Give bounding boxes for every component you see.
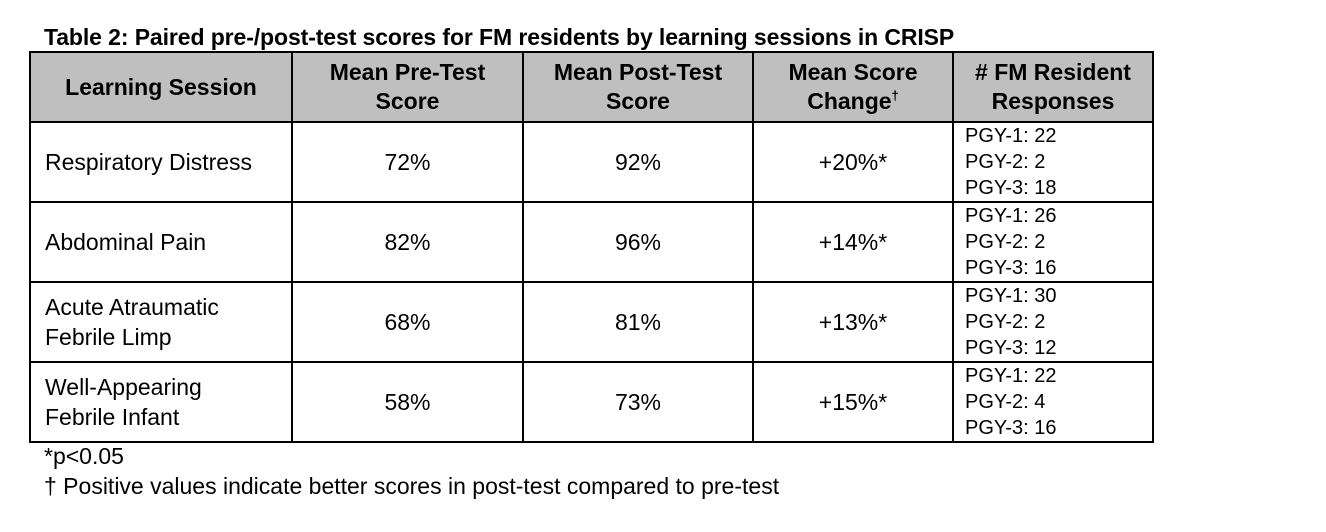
cell-fm-resident-responses: PGY-1: 26 PGY-2: 2 PGY-3: 16 — [952, 201, 1154, 283]
cell-mean-score-change: +20%* — [752, 121, 954, 203]
cell-learning-session: Abdominal Pain — [29, 201, 293, 283]
response-count: PGY-2: 4 — [965, 391, 1046, 413]
response-count: PGY-3: 18 — [965, 177, 1057, 199]
cell-mean-pre-test-score: 82% — [291, 201, 524, 283]
header-row: Learning Session Mean Pre-Test Score Mean… — [29, 51, 1154, 123]
cell-mean-pre-test-score: 72% — [291, 121, 524, 203]
cell-learning-session: Well-Appearing Febrile Infant — [29, 361, 293, 443]
table-row: Abdominal Pain 82% 96% +14%* PGY-1: 26 PGY-2:… — [29, 201, 1154, 283]
response-count: PGY-3: 16 — [965, 417, 1057, 439]
header-fm-resident-responses: # FM Resident Responses — [952, 51, 1154, 123]
cell-fm-resident-responses: PGY-1: 22 PGY-2: 4 PGY-3: 16 — [952, 361, 1154, 443]
dagger-mark: † — [891, 88, 899, 103]
response-count: PGY-3: 12 — [965, 337, 1057, 359]
header-mean-pre-test-score: Mean Pre-Test Score — [291, 51, 524, 123]
footnote-significance: *p<0.05 — [44, 443, 124, 469]
cell-fm-resident-responses: PGY-1: 30 PGY-2: 2 PGY-3: 12 — [952, 281, 1154, 363]
response-count: PGY-2: 2 — [965, 311, 1046, 333]
cell-mean-post-test-score: 96% — [522, 201, 754, 283]
response-count: PGY-3: 16 — [965, 257, 1057, 279]
header-mean-score-change: Mean Score Change† — [752, 51, 954, 123]
cell-learning-session: Respiratory Distress — [29, 121, 293, 203]
cell-mean-post-test-score: 81% — [522, 281, 754, 363]
table-caption: Table 2: Paired pre-/post-test scores fo… — [44, 24, 955, 50]
response-count: PGY-2: 2 — [965, 151, 1046, 173]
cell-mean-score-change: +15%* — [752, 361, 954, 443]
response-count: PGY-1: 22 — [965, 125, 1057, 147]
cell-mean-post-test-score: 92% — [522, 121, 754, 203]
response-count: PGY-1: 22 — [965, 365, 1057, 387]
footnote-dagger: † Positive values indicate better scores… — [44, 473, 780, 499]
scores-table: Learning Session Mean Pre-Test Score Mean… — [29, 51, 1154, 443]
cell-mean-pre-test-score: 68% — [291, 281, 524, 363]
header-learning-session: Learning Session — [29, 51, 293, 123]
cell-mean-pre-test-score: 58% — [291, 361, 524, 443]
header-mean-post-test-score: Mean Post-Test Score — [522, 51, 754, 123]
table-row: Well-Appearing Febrile Infant 58% 73% +15%* P… — [29, 361, 1154, 443]
table-row: Acute Atraumatic Febrile Limp 68% 81% +13%* P… — [29, 281, 1154, 363]
cell-learning-session: Acute Atraumatic Febrile Limp — [29, 281, 293, 363]
response-count: PGY-1: 30 — [965, 285, 1057, 307]
cell-mean-score-change: +13%* — [752, 281, 954, 363]
table-row: Respiratory Distress 72% 92% +20%* PGY-1: 22… — [29, 121, 1154, 203]
cell-fm-resident-responses: PGY-1: 22 PGY-2: 2 PGY-3: 18 — [952, 121, 1154, 203]
cell-mean-score-change: +14%* — [752, 201, 954, 283]
response-count: PGY-1: 26 — [965, 205, 1057, 227]
cell-mean-post-test-score: 73% — [522, 361, 754, 443]
response-count: PGY-2: 2 — [965, 231, 1046, 253]
